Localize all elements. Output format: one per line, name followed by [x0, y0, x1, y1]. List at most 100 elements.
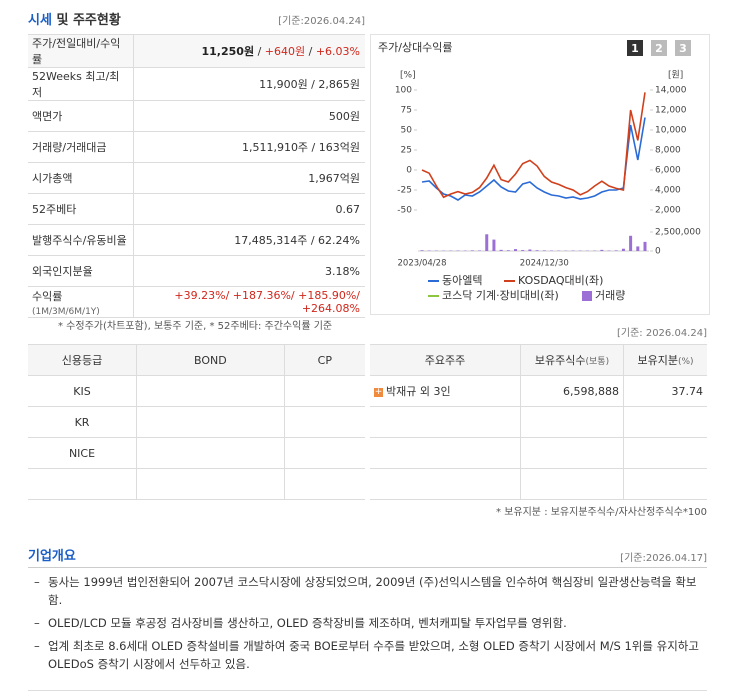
volume-bar	[643, 241, 647, 251]
cell: KR	[28, 406, 137, 438]
cell: NICE	[28, 437, 137, 469]
row	[28, 468, 365, 500]
header-text: 보유주식수	[534, 354, 586, 367]
label-cell: 52Weeks 최고/최저	[28, 67, 134, 101]
y3-tick-label: 2,500,000	[655, 228, 701, 238]
series-line	[421, 92, 646, 199]
cell	[520, 437, 624, 469]
volume-bar	[514, 249, 518, 251]
cell	[136, 375, 285, 407]
label: 거래량/거래대금	[32, 141, 107, 154]
label-sub: (1M/3M/6M/1Y)	[32, 306, 100, 317]
label: 액면가	[32, 110, 63, 123]
y-tick-label: 75	[401, 106, 412, 116]
value: 3.18%	[325, 264, 360, 278]
row: 52Weeks 최고/최저 11,900원 / 2,865원	[28, 67, 365, 101]
title-strong: 시세	[28, 13, 52, 28]
label: 52주베타	[32, 203, 77, 216]
header-cell: 신용등급	[28, 344, 137, 376]
row: 52주베타 0.67	[28, 193, 365, 225]
y2-tick-label: 12,000	[655, 106, 687, 116]
cell	[623, 437, 707, 469]
label-cell: 52주베타	[28, 193, 134, 225]
button-label[interactable]: 3	[679, 42, 687, 55]
row: 발행주식수/유동비율 17,485,314주 / 62.24%	[28, 224, 365, 256]
button-label[interactable]: 1	[631, 42, 639, 55]
volume-bar	[636, 246, 640, 251]
cell	[370, 468, 521, 500]
holder-name: 박재규 외 3인	[386, 385, 451, 398]
label: 시가총액	[32, 172, 73, 185]
row: + 박재규 외 3인 6,598,888 37.74	[370, 375, 707, 407]
volume-bar	[506, 250, 510, 251]
overview-item: 동사는 1999년 법인전환되어 2007년 코스닥시장에 상장되었으며, 20…	[28, 573, 708, 609]
label-cell: 시가총액	[28, 162, 134, 194]
cell	[283, 437, 365, 469]
header-cell: CP	[283, 344, 365, 376]
button-label[interactable]: 2	[655, 42, 663, 55]
row: KR	[28, 406, 365, 438]
cell	[136, 437, 285, 469]
row: KIS	[28, 375, 365, 407]
button[interactable]	[651, 40, 667, 56]
note: * 수정주가(차트포함), 보통주 기준, * 52주베타: 주간수익률 기준	[58, 321, 333, 332]
cell	[283, 375, 365, 407]
value: 500원	[328, 110, 360, 123]
legend-label: KOSDAQ대비(좌)	[518, 274, 603, 287]
row: NICE	[28, 437, 365, 469]
label-cell: 액면가	[28, 100, 134, 132]
volume-bar	[485, 234, 489, 251]
button[interactable]	[675, 40, 691, 56]
legend-swatch	[582, 291, 592, 301]
legend-label: 거래량	[595, 289, 625, 302]
quote-table: 주가/전일대비/수익률 11,250원 / +640원 / +6.03% 52Wee…	[28, 34, 365, 318]
series-line	[421, 117, 646, 201]
value-cell: +39.23%/ +187.36%/ +185.90%/ +264.08%	[133, 286, 365, 318]
cell: + 박재규 외 3인	[370, 375, 521, 407]
value-cell: 17,485,314주 / 62.24%	[133, 224, 365, 256]
cell	[370, 406, 521, 438]
overview-title: 기업개요	[28, 549, 76, 564]
cell	[136, 468, 285, 500]
value-cell: 11,250원 / +640원 / +6.03%	[133, 34, 365, 68]
value: 1,511,910주 / 163억원	[241, 141, 360, 154]
row: 시가총액 1,967억원	[28, 162, 365, 194]
label-cell: 주가/전일대비/수익률	[28, 34, 134, 68]
y-tick-label: -25	[397, 186, 412, 196]
row	[370, 437, 707, 469]
y2-tick-label: 8,000	[655, 146, 681, 156]
row: 수익률 (1M/3M/6M/1Y) +39.23%/ +187.36%/ +185…	[28, 286, 365, 318]
overview-item: 업계 최초로 8.6세대 OLED 증착설비를 개발하여 중국 BOE로부터 수…	[28, 637, 708, 673]
overview-date: [기준:2026.04.17]	[620, 553, 707, 564]
x-tick-label: 2024/12/30	[520, 259, 569, 269]
cell: 6,598,888	[520, 375, 624, 407]
cell	[28, 468, 137, 500]
volume-bar	[614, 250, 618, 251]
volume-bar	[528, 249, 532, 251]
y-tick-label: 50	[401, 126, 413, 136]
expand-icon[interactable]: +	[374, 386, 383, 397]
volume-bar	[535, 250, 539, 251]
chart-box	[370, 34, 710, 315]
y3-tick-label: 0	[655, 247, 661, 257]
button[interactable]	[627, 40, 643, 56]
label-cell: 수익률 (1M/3M/6M/1Y)	[28, 286, 134, 318]
value-part: +640원	[264, 45, 306, 58]
y-tick-label: 0	[406, 166, 412, 176]
volume-bar	[499, 249, 503, 251]
value-part: +6.03%	[315, 45, 360, 58]
chart-title: 주가/상대수익률	[378, 41, 453, 54]
cell	[623, 406, 707, 438]
value: 17,485,314주 / 62.24%	[234, 234, 360, 247]
value-part: /	[305, 45, 316, 58]
row: 주가/전일대비/수익률 11,250원 / +640원 / +6.03%	[28, 34, 365, 68]
header-row: 신용등급 BOND CP	[28, 344, 365, 376]
y2-tick-label: 14,000	[655, 86, 687, 96]
volume-bar	[621, 248, 625, 251]
cell	[520, 406, 624, 438]
volume-bar	[478, 250, 482, 251]
header-sub: (보통)	[585, 357, 610, 367]
volume-bar	[420, 250, 424, 251]
volume-bar	[492, 239, 496, 251]
cell	[520, 468, 624, 500]
